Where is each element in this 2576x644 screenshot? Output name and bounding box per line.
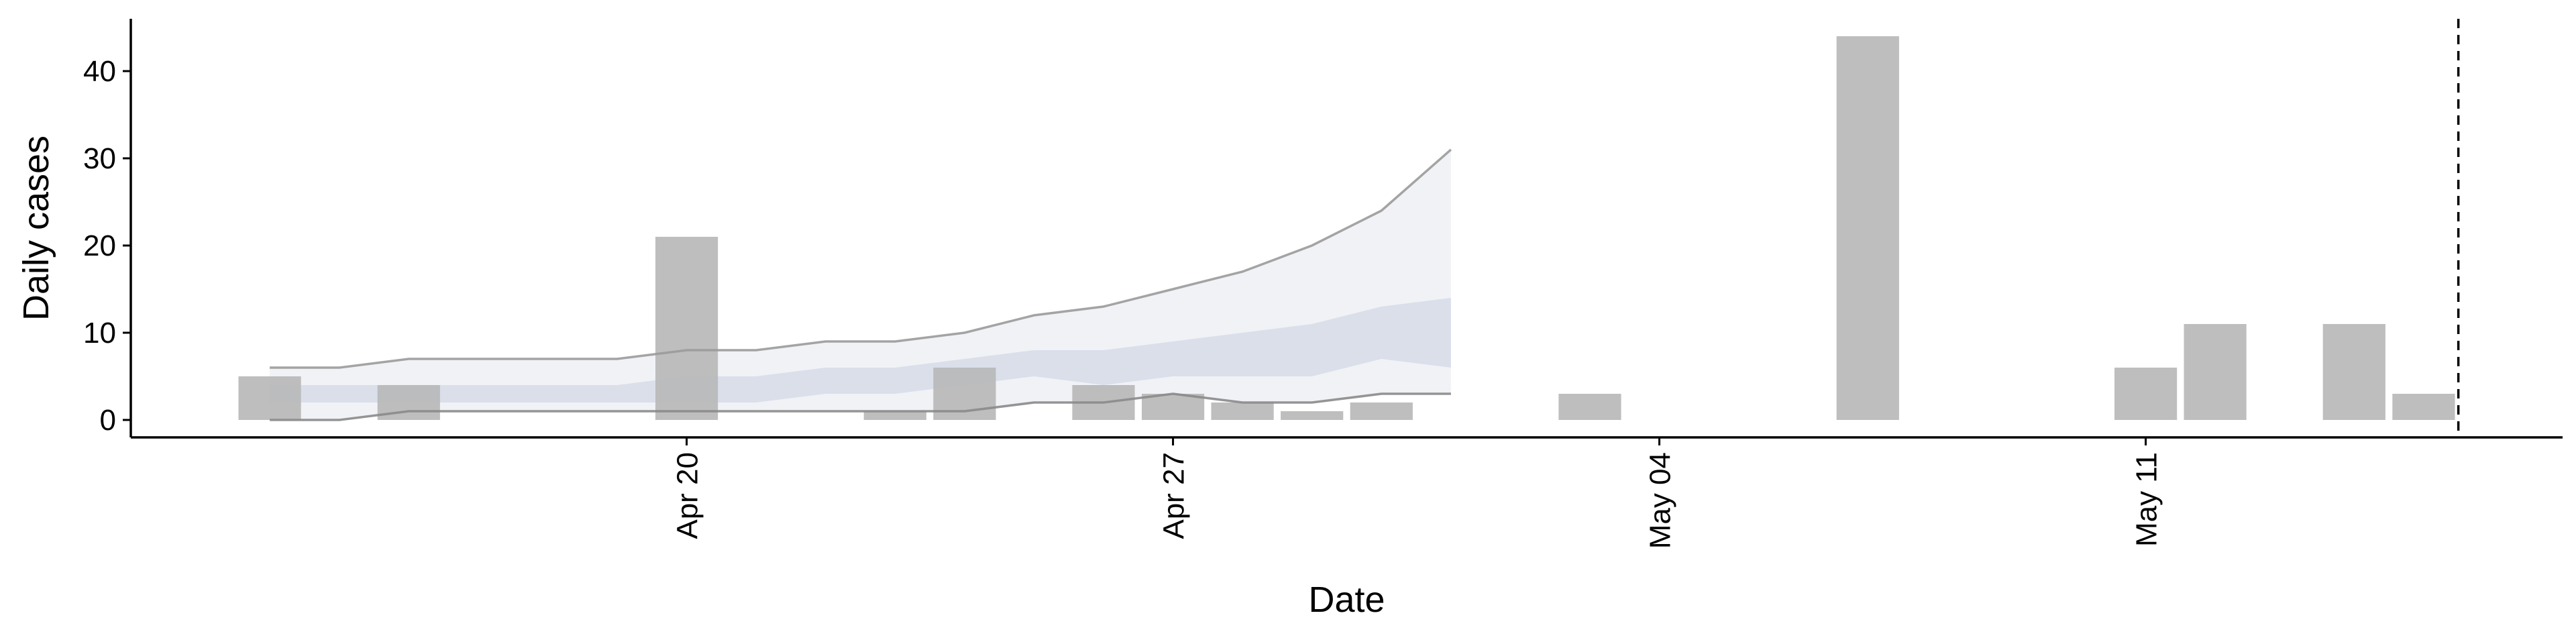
case-bar (1142, 394, 1205, 420)
case-bar (655, 237, 718, 420)
case-bar (238, 376, 301, 420)
x-tick-label: May 11 (2131, 452, 2163, 547)
case-bar (2392, 394, 2455, 420)
case-bars (238, 36, 2455, 420)
y-axis-title: Daily cases (16, 136, 56, 321)
case-bar (2114, 368, 2178, 420)
x-tick-label: May 04 (1644, 452, 1677, 549)
case-bar (863, 411, 926, 420)
case-bar (1558, 394, 1621, 420)
y-ticks: 0 10 20 30 40 (83, 55, 131, 437)
upper-bound-line (270, 148, 1452, 369)
projection-bands (270, 150, 1451, 420)
x-tick-label: Apr 20 (672, 452, 704, 539)
x-tick-label: Apr 27 (1158, 452, 1191, 539)
axes (129, 19, 2563, 439)
x-axis-title: Date (1308, 580, 1385, 620)
y-tick-label: 0 (100, 404, 116, 437)
lower-bound-line (270, 392, 1451, 421)
y-tick-label: 20 (83, 229, 116, 262)
case-bar (2322, 324, 2385, 420)
inner-interval-band (270, 298, 1451, 402)
x-ticks: Apr 20 Apr 27 May 04 May 11 (672, 437, 2163, 549)
case-bar (2184, 324, 2247, 420)
case-bar (1211, 402, 1274, 420)
case-bar (1836, 36, 1899, 420)
case-bar (1350, 402, 1413, 420)
y-tick-label: 40 (83, 55, 116, 88)
y-tick-label: 30 (83, 142, 116, 175)
y-tick-label: 10 (83, 317, 116, 350)
projection-bound-lines (270, 148, 1452, 421)
case-bar (1281, 411, 1344, 420)
